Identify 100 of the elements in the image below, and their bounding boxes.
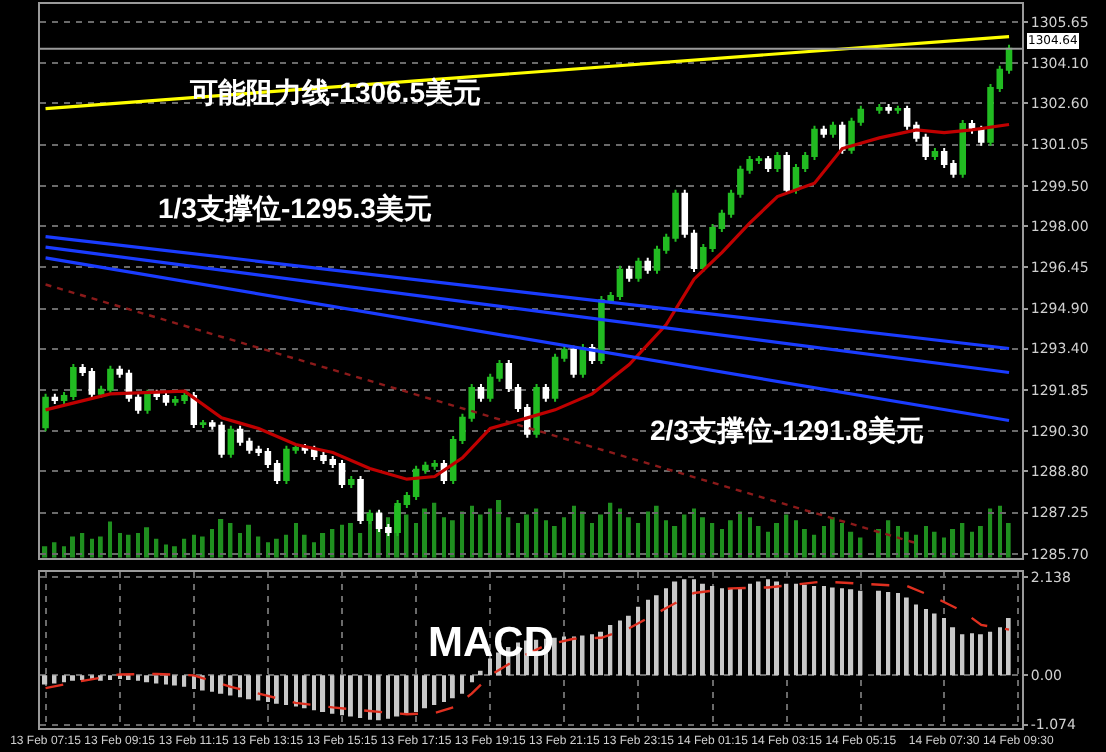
candlestick (644, 256, 651, 275)
bar (710, 586, 715, 676)
bar (682, 514, 687, 558)
bar (646, 511, 650, 558)
bar (700, 517, 705, 558)
bar (590, 634, 594, 676)
bar (766, 531, 770, 558)
bar (62, 675, 66, 683)
bar (774, 523, 780, 558)
bar (710, 523, 715, 558)
bar (822, 526, 826, 558)
bar (98, 536, 103, 558)
bar (562, 636, 566, 676)
bar (368, 675, 372, 720)
bar (358, 532, 363, 558)
bar (42, 675, 48, 685)
bar (192, 534, 196, 558)
bar (118, 532, 122, 558)
candlestick (542, 383, 550, 403)
bar (358, 675, 363, 718)
bar (626, 615, 631, 676)
bar (246, 524, 251, 558)
bar (636, 523, 641, 558)
bar (858, 590, 863, 676)
bar (784, 583, 789, 676)
bar (636, 606, 641, 676)
bar (238, 675, 242, 698)
bar (478, 670, 483, 676)
bar (654, 595, 659, 676)
bar (284, 675, 289, 706)
candlestick (764, 155, 772, 173)
bar (738, 587, 742, 676)
bar (52, 675, 57, 684)
bar (830, 587, 835, 676)
bar (70, 675, 75, 681)
bar (414, 675, 418, 712)
bar (598, 631, 604, 676)
annotation: 2/3支撑位-1291.8美元 (650, 414, 924, 446)
bar (274, 538, 279, 558)
bar (312, 542, 316, 558)
bar (294, 523, 298, 558)
bar (572, 505, 576, 558)
bar (580, 511, 585, 558)
bar (822, 586, 826, 676)
bar (182, 675, 187, 687)
bar (218, 675, 224, 694)
bar (488, 658, 492, 676)
bar (386, 675, 390, 719)
bar (848, 531, 854, 558)
candlestick (533, 383, 540, 439)
candlestick (625, 264, 633, 283)
bar (488, 508, 492, 558)
bar (126, 534, 131, 558)
bar (766, 579, 770, 676)
bar (682, 579, 687, 676)
bar (544, 520, 548, 558)
bar (524, 514, 529, 558)
bar (516, 523, 520, 558)
bar (164, 675, 168, 685)
bar (748, 517, 752, 558)
candlestick (635, 256, 642, 283)
bar (830, 517, 835, 558)
bar (626, 517, 631, 558)
bar (320, 532, 326, 558)
bar (210, 675, 214, 692)
bar (470, 675, 474, 683)
candlestick (774, 151, 781, 173)
bar (376, 675, 381, 721)
bar (664, 588, 668, 676)
bar (812, 586, 817, 676)
bar (172, 675, 177, 686)
annotation: MACD (428, 620, 554, 666)
bar (470, 505, 474, 558)
bar (450, 520, 455, 558)
bar (432, 675, 437, 706)
bar (108, 521, 113, 558)
bar (794, 520, 798, 558)
bar (672, 526, 678, 558)
bar (664, 520, 668, 558)
bar (274, 675, 279, 704)
bar (348, 523, 353, 558)
candlestick (839, 120, 846, 155)
candlestick (51, 392, 59, 405)
bar (774, 581, 780, 676)
bar (320, 675, 326, 712)
bar (692, 508, 696, 558)
bar (478, 514, 483, 558)
bar (394, 675, 400, 717)
bar (672, 581, 678, 676)
candlestick (199, 419, 207, 429)
bar (840, 523, 844, 558)
bar (422, 675, 427, 709)
bar (700, 583, 705, 676)
candlestick (829, 120, 837, 139)
bar (720, 528, 724, 558)
bar (756, 526, 761, 558)
bar (340, 524, 344, 558)
bar (442, 517, 446, 558)
candlestick (783, 151, 790, 195)
bar (590, 523, 594, 558)
